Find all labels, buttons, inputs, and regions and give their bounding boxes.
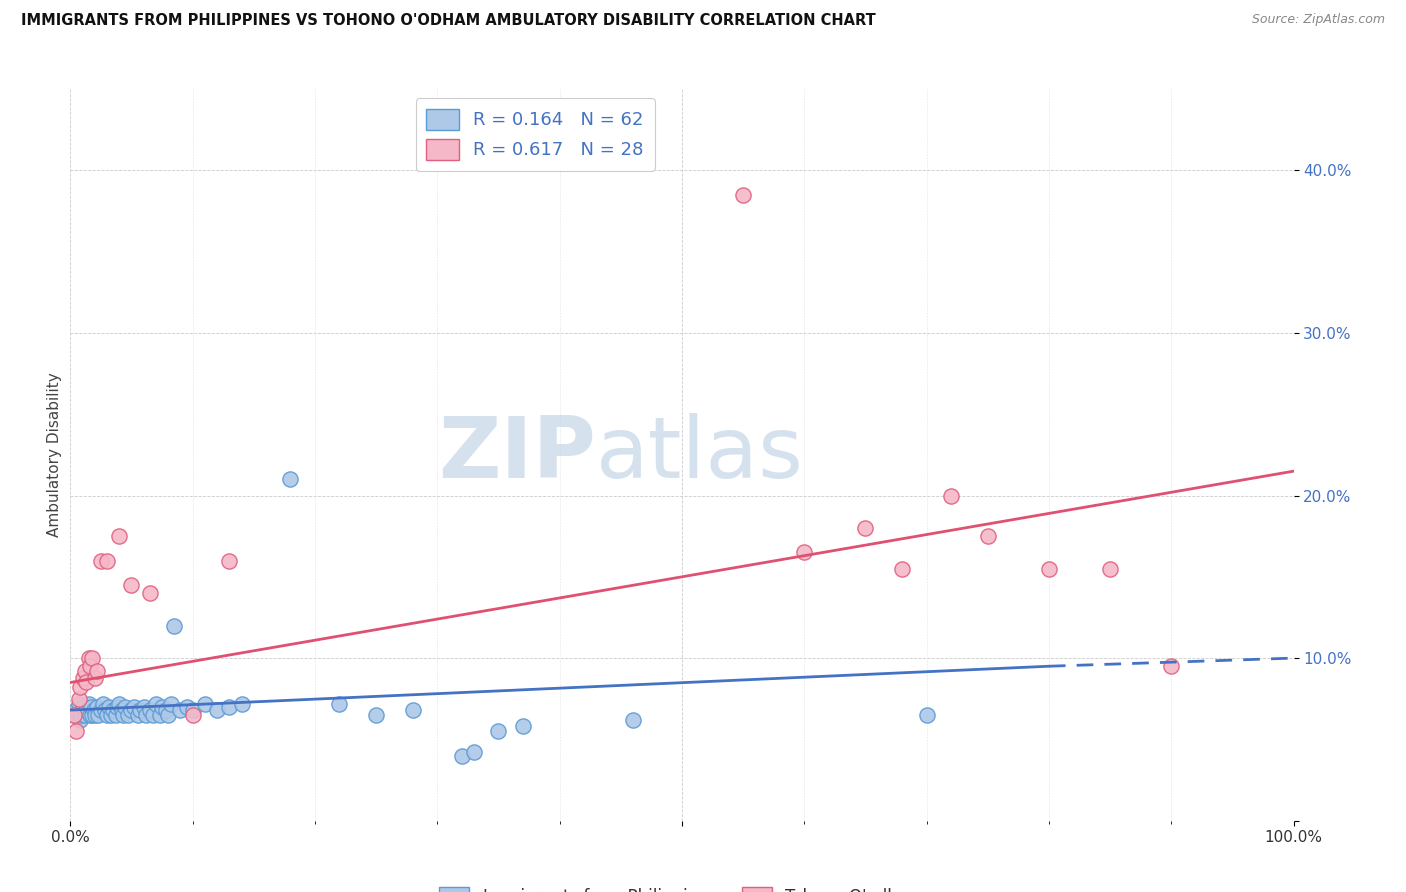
Point <box>218 699 240 714</box>
Point <box>122 699 145 714</box>
Point <box>63 708 86 723</box>
Point <box>86 664 108 678</box>
Point <box>72 671 94 685</box>
Point <box>108 697 131 711</box>
Point <box>96 708 118 723</box>
Point <box>621 713 644 727</box>
Point <box>111 703 134 717</box>
Point <box>98 699 121 714</box>
Point <box>181 708 204 723</box>
Point <box>70 708 93 723</box>
Y-axis label: Ambulatory Disability: Ambulatory Disability <box>46 373 62 537</box>
Point <box>129 703 152 717</box>
Point <box>976 529 998 543</box>
Point <box>733 187 755 202</box>
Point <box>83 703 105 717</box>
Point <box>127 708 149 723</box>
Point <box>117 708 139 723</box>
Point <box>93 703 115 717</box>
Point <box>111 708 134 723</box>
Point <box>176 699 198 714</box>
Point <box>488 724 510 739</box>
Point <box>132 699 155 714</box>
Point <box>169 703 191 717</box>
Point <box>75 703 97 717</box>
Text: IMMIGRANTS FROM PHILIPPINES VS TOHONO O'ODHAM AMBULATORY DISABILITY CORRELATION : IMMIGRANTS FROM PHILIPPINES VS TOHONO O'… <box>21 13 876 29</box>
Point <box>150 699 173 714</box>
Point <box>90 703 112 717</box>
Point <box>73 664 96 678</box>
Point <box>104 708 127 723</box>
Point <box>163 618 186 632</box>
Point <box>149 708 172 723</box>
Point <box>231 697 253 711</box>
Point <box>194 697 217 711</box>
Point <box>87 708 110 723</box>
Point <box>1160 659 1182 673</box>
Point <box>181 703 204 717</box>
Point <box>205 703 228 717</box>
Point <box>915 708 938 723</box>
Point <box>101 703 124 717</box>
Point <box>65 724 87 739</box>
Point <box>280 472 302 486</box>
Point <box>77 651 100 665</box>
Point <box>69 713 91 727</box>
Point <box>67 691 90 706</box>
Point <box>121 578 143 592</box>
Point <box>96 553 118 567</box>
Point <box>82 651 104 665</box>
Point <box>328 697 350 711</box>
Point <box>63 708 86 723</box>
Point <box>90 553 112 567</box>
Point <box>218 553 240 567</box>
Point <box>155 703 177 717</box>
Point <box>86 699 108 714</box>
Point <box>100 708 122 723</box>
Point <box>450 748 472 763</box>
Point <box>157 708 180 723</box>
Point <box>73 708 96 723</box>
Point <box>463 745 485 759</box>
Point <box>105 699 128 714</box>
Point <box>79 708 101 723</box>
Point <box>139 586 162 600</box>
Text: ZIP: ZIP <box>439 413 596 497</box>
Point <box>72 699 94 714</box>
Point <box>142 708 165 723</box>
Point <box>69 681 91 695</box>
Point <box>402 703 425 717</box>
Point <box>114 699 136 714</box>
Point <box>108 529 131 543</box>
Text: atlas: atlas <box>596 413 804 497</box>
Point <box>939 489 962 503</box>
Point <box>135 708 157 723</box>
Text: Source: ZipAtlas.com: Source: ZipAtlas.com <box>1251 13 1385 27</box>
Point <box>83 671 105 685</box>
Point <box>91 697 114 711</box>
Point <box>1099 562 1122 576</box>
Legend: Immigrants from Philippines, Tohono O'odham: Immigrants from Philippines, Tohono O'od… <box>433 880 931 892</box>
Point <box>75 675 97 690</box>
Point <box>1038 562 1060 576</box>
Point <box>139 703 162 717</box>
Point <box>77 697 100 711</box>
Point <box>891 562 914 576</box>
Point <box>121 703 143 717</box>
Point <box>159 697 181 711</box>
Point <box>366 708 388 723</box>
Point <box>512 719 534 733</box>
Point <box>67 697 90 711</box>
Point <box>793 545 815 559</box>
Point <box>79 659 101 673</box>
Point <box>145 697 167 711</box>
Point <box>65 703 87 717</box>
Point <box>83 708 105 723</box>
Point <box>82 708 104 723</box>
Point <box>855 521 877 535</box>
Point <box>80 699 103 714</box>
